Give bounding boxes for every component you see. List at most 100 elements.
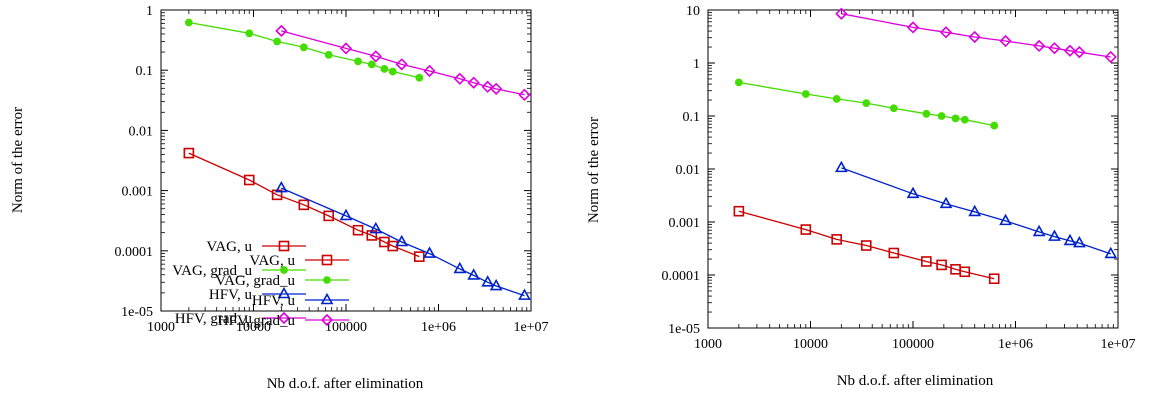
- data-point: [369, 221, 383, 234]
- data-point: [183, 147, 195, 159]
- data-point: [1048, 42, 1061, 55]
- data-point: [481, 80, 494, 93]
- data-point: [352, 224, 364, 236]
- legend-marker: [321, 254, 333, 266]
- data-point: [453, 261, 467, 274]
- x-tick-label: 100000: [892, 337, 934, 352]
- data-point: [990, 121, 999, 130]
- data-point: [906, 186, 920, 199]
- data-point: [453, 72, 466, 85]
- x-tick-label: 100000: [325, 320, 367, 335]
- data-point: [937, 112, 946, 120]
- data-point: [467, 268, 481, 280]
- legend-marker: [278, 240, 290, 252]
- data-point: [1104, 50, 1117, 64]
- data-point: [518, 288, 531, 300]
- x-axis-title: Nb d.o.f. after elimination: [837, 373, 994, 389]
- data-point: [339, 208, 353, 221]
- data-point: [413, 251, 425, 262]
- x-tick-label: 1000: [147, 320, 175, 335]
- data-point: [245, 29, 254, 38]
- data-point: [323, 210, 334, 222]
- data-point: [959, 266, 971, 278]
- data-point: [968, 30, 981, 44]
- legend-label: VAG, grad_u: [172, 263, 252, 279]
- legend-label: VAG, u: [249, 253, 295, 269]
- data-point: [298, 199, 310, 211]
- series-line-2: [841, 167, 1112, 255]
- x-tick-label: 1e+06: [998, 337, 1033, 352]
- data-point: [1063, 233, 1077, 246]
- data-point: [467, 76, 480, 89]
- data-point: [395, 234, 409, 247]
- legend-label: HFV, grad_u: [175, 311, 253, 327]
- data-point: [274, 180, 288, 193]
- x-tick-label: 1e+07: [513, 320, 548, 335]
- data-point: [395, 58, 408, 71]
- y-axis-title: Norm of the error: [586, 117, 602, 223]
- y-tick-label: 1: [146, 4, 153, 19]
- x-tick-label: 1e+07: [1100, 337, 1135, 352]
- x-axis-title: Nb d.o.f. after elimination: [267, 376, 424, 392]
- data-point: [968, 204, 982, 217]
- data-point: [273, 37, 282, 46]
- data-point: [860, 240, 872, 251]
- data-point: [299, 43, 308, 52]
- data-point: [489, 278, 503, 291]
- data-point: [834, 160, 848, 173]
- data-point: [1048, 229, 1061, 241]
- data-point: [369, 50, 382, 63]
- data-point: [951, 114, 960, 123]
- data-point: [415, 73, 424, 82]
- data-point: [481, 275, 495, 287]
- series-line-3: [841, 13, 1111, 58]
- x-tick-label: 1000: [694, 337, 722, 352]
- data-point: [518, 88, 531, 101]
- data-point: [423, 64, 436, 78]
- data-point: [999, 213, 1012, 226]
- data-point: [243, 174, 255, 186]
- y-tick-label: 0.0001: [115, 245, 154, 260]
- legend-label: HFV, u: [252, 293, 296, 309]
- legend-label: VAG, u: [206, 239, 252, 255]
- data-point: [939, 26, 953, 39]
- chart-right: 1000 10000 100000 1e+06 1e+07 1e-05 0.0001 0.00…: [215, 4, 1135, 389]
- data-point: [862, 99, 871, 108]
- data-point: [801, 90, 810, 98]
- x-tick-label: 10000: [793, 337, 828, 352]
- y-tick-label: 10: [686, 4, 700, 19]
- legend-marker: [277, 311, 291, 325]
- chart-left: 1000 10000 100000 1e+06 1e+07 1e-05 0.0001 0.00…: [10, 4, 549, 392]
- data-point: [888, 247, 900, 259]
- data-point: [906, 21, 920, 34]
- data-point: [388, 67, 397, 76]
- data-point: [734, 78, 743, 87]
- data-point: [324, 50, 333, 59]
- data-point: [831, 234, 842, 245]
- series-line-0: [738, 210, 995, 280]
- data-point: [1032, 224, 1046, 237]
- x-tick-label: 1e+06: [421, 320, 456, 335]
- y-tick-label: 0.1: [136, 64, 154, 79]
- data-point: [1032, 39, 1046, 53]
- y-tick-label: 0.01: [676, 163, 701, 178]
- series-line-1: [738, 81, 995, 127]
- legend-label: HFV, grad_u: [218, 313, 296, 329]
- data-point: [1073, 235, 1086, 248]
- series-line-3: [281, 30, 525, 96]
- legend-marker: [320, 313, 334, 327]
- data-point: [960, 115, 969, 124]
- data-point: [1073, 46, 1086, 59]
- data-point: [367, 60, 376, 69]
- legend-marker: [323, 276, 331, 284]
- data-point: [922, 109, 931, 118]
- data-point: [423, 246, 436, 258]
- data-point: [184, 18, 193, 27]
- y-tick-label: 0.1: [683, 110, 701, 125]
- legend-label: HFV, u: [209, 287, 253, 303]
- y-tick-label: 0.001: [122, 185, 154, 200]
- data-point: [1104, 246, 1118, 259]
